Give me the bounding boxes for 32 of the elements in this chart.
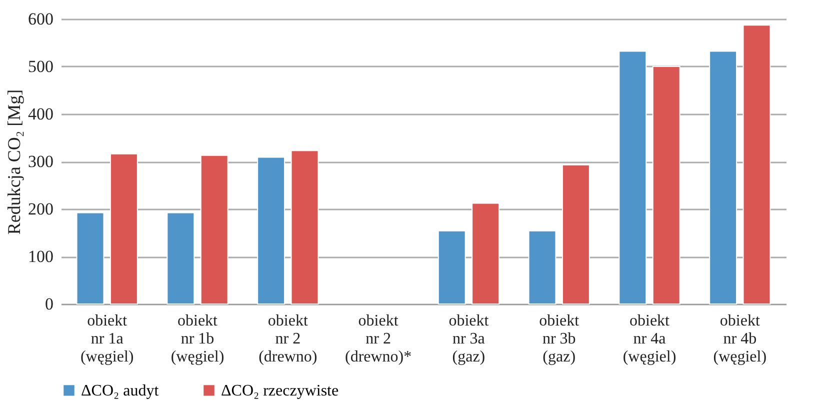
y-tick-label: 100 [28, 247, 54, 266]
bar [709, 50, 738, 304]
bar [652, 66, 680, 304]
x-tick-label: obiekt nr 2 (drewno) [258, 312, 318, 366]
bar [618, 50, 647, 304]
y-tick-label: 200 [28, 200, 54, 218]
bar [562, 164, 590, 304]
y-axis-title: Redukcja CO₂ [Mg] [4, 89, 24, 235]
x-tick-label: obiekt nr 2 (drewno)* [344, 312, 412, 366]
legend-label: ΔCO₂ audyt [81, 382, 160, 400]
bar [110, 153, 138, 304]
bar [76, 212, 104, 304]
y-tick-label: 300 [28, 152, 54, 171]
bar [166, 212, 195, 304]
y-tick-label: 500 [28, 57, 54, 76]
bar [528, 230, 556, 304]
bar [438, 230, 466, 304]
y-tick-label: 0 [45, 294, 54, 314]
x-tick-label: obiekt nr 1b (węgiel) [170, 312, 224, 366]
bar [472, 202, 500, 304]
x-tick-label: obiekt nr 3b (gaz) [539, 312, 580, 366]
bar [257, 156, 286, 304]
y-tick-label: 600 [28, 10, 54, 28]
x-tick-label: obiekt nr 1a (węgiel) [80, 312, 134, 366]
legend-label: ΔCO₂ rzeczywiste [221, 382, 339, 400]
x-tick-label: obiekt nr 4b (węgiel) [713, 312, 767, 366]
y-tick-label: 400 [28, 104, 54, 124]
bar [200, 154, 228, 304]
bar [290, 150, 319, 304]
bar [742, 24, 771, 304]
x-tick-label: obiekt nr 3a (gaz) [448, 312, 490, 366]
x-tick-label: obiekt nr 4a (węgiel) [622, 312, 676, 366]
